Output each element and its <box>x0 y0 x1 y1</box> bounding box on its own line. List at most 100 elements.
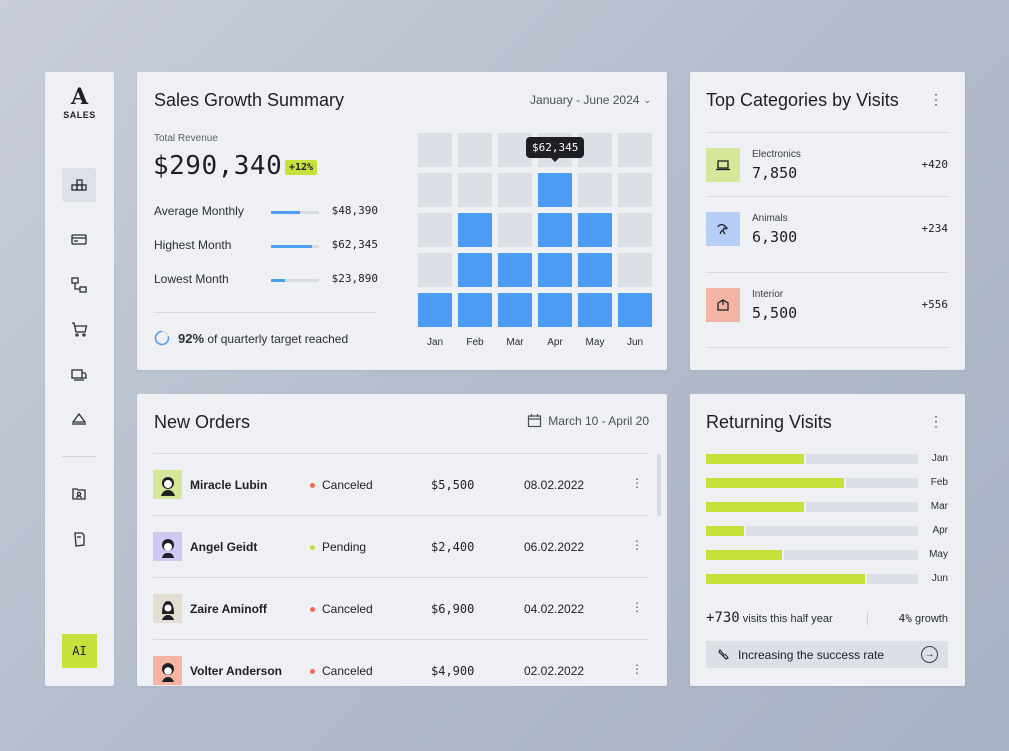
month-label: Apr <box>547 337 563 348</box>
grid-cell-jun-5[interactable] <box>618 133 652 167</box>
grid-cell-mar-2[interactable] <box>498 253 532 287</box>
sidebar-item-cart[interactable] <box>62 312 96 346</box>
user-folder-icon <box>72 488 86 500</box>
month-label: Jan <box>931 453 948 464</box>
order-row[interactable]: Volter Anderson Canceled $4,900 02.02.20… <box>153 639 649 686</box>
grid-cell-feb-1[interactable] <box>458 293 492 327</box>
brand-letter: A <box>70 84 89 110</box>
sidebar-item-tags[interactable] <box>62 402 96 436</box>
category-value: 6,300 <box>752 228 798 246</box>
scrollbar[interactable] <box>657 454 661 516</box>
grid-cell-jan-4[interactable] <box>418 173 452 207</box>
period-selector[interactable]: January - June 2024 ⌄ <box>530 93 651 107</box>
grid-cell-may-3[interactable] <box>578 213 612 247</box>
returning-visits-card: Returning Visits ⋮ Jan Feb Mar Apr May Jun +7… <box>690 394 965 686</box>
cart-icon <box>72 322 88 337</box>
sidebar-item-network[interactable] <box>62 268 96 302</box>
category-delta: +234 <box>921 222 949 235</box>
visits-bar-row: Feb <box>706 477 948 488</box>
order-date: 04.02.2022 <box>524 602 585 616</box>
grid-cell-feb-5[interactable] <box>458 133 492 167</box>
grid-cell-jan-5[interactable] <box>418 133 452 167</box>
visits-bar-row: Jan <box>706 453 948 464</box>
target-text: of quarterly target reached <box>207 331 349 346</box>
stat-label: Lowest Month <box>154 272 229 286</box>
hand-icon <box>718 648 729 660</box>
status-label: Canceled <box>322 664 373 678</box>
total-revenue-value: $290,340 <box>153 151 283 181</box>
grid-cell-apr-2[interactable] <box>538 253 572 287</box>
category-thumb <box>706 212 740 246</box>
sidebar-item-users[interactable] <box>62 476 96 510</box>
order-row[interactable]: Angel Geidt Pending $2,400 06.02.2022 ⋮ <box>153 515 649 577</box>
avatar <box>153 656 182 685</box>
wallet-icon <box>71 234 87 245</box>
nodes-icon <box>71 277 87 293</box>
date-range-picker[interactable]: March 10 - April 20 <box>527 413 649 428</box>
row-menu-icon[interactable]: ⋮ <box>631 662 643 676</box>
visits-text: visits this half year <box>742 613 833 625</box>
grid-cell-may-1[interactable] <box>578 293 612 327</box>
stat-label: Highest Month <box>154 238 232 252</box>
row-menu-icon[interactable]: ⋮ <box>631 538 643 552</box>
more-options-icon[interactable]: ⋮ <box>929 91 943 107</box>
sidebar-item-wallet[interactable] <box>62 222 96 256</box>
tag-icon <box>71 412 87 425</box>
stat-highest: Highest Month $62,345 <box>154 238 378 254</box>
grid-cell-feb-4[interactable] <box>458 173 492 207</box>
grid-cell-may-4[interactable] <box>578 173 612 207</box>
grid-cell-mar-4[interactable] <box>498 173 532 207</box>
category-row[interactable]: Animals 6,300 +234 <box>706 196 948 272</box>
row-menu-icon[interactable]: ⋮ <box>631 600 643 614</box>
month-label: Feb <box>466 337 484 348</box>
separator <box>867 612 868 625</box>
grid-cell-apr-1[interactable] <box>538 293 572 327</box>
card-title: Returning Visits <box>706 412 832 432</box>
brand-name: SALES <box>63 110 96 120</box>
grid-cell-feb-2[interactable] <box>458 253 492 287</box>
category-row[interactable]: Electronics 7,850 +420 <box>706 132 948 208</box>
grid-cell-jun-4[interactable] <box>618 173 652 207</box>
sidebar-item-dashboard[interactable] <box>62 168 96 202</box>
visits-bar-fill <box>706 478 846 488</box>
month-label: Mar <box>506 337 524 348</box>
grid-cell-apr-3[interactable] <box>538 213 572 247</box>
category-name: Electronics <box>752 149 801 160</box>
growth-value: 4% <box>898 612 912 625</box>
grid-cell-jan-1[interactable] <box>418 293 452 327</box>
brand-logo[interactable]: A SALES <box>45 86 114 120</box>
row-menu-icon[interactable]: ⋮ <box>631 476 643 490</box>
order-row[interactable]: Miracle Lubin Canceled $5,500 08.02.2022… <box>153 453 649 515</box>
status-label: Canceled <box>322 602 373 616</box>
ai-button[interactable]: AI <box>62 634 97 668</box>
order-row[interactable]: Zaire Aminoff Canceled $6,900 04.02.2022… <box>153 577 649 639</box>
visits-bar-row: May <box>706 549 948 560</box>
grid-cell-mar-1[interactable] <box>498 293 532 327</box>
grid-cell-mar-3[interactable] <box>498 213 532 247</box>
grid-cell-jan-2[interactable] <box>418 253 452 287</box>
visits-value: +730 <box>706 610 740 626</box>
visits-bar-track <box>706 550 918 560</box>
grid-cell-jun-2[interactable] <box>618 253 652 287</box>
success-rate-banner[interactable]: Increasing the success rate → <box>706 641 948 668</box>
avatar <box>153 532 182 561</box>
category-value: 7,850 <box>752 164 798 182</box>
visits-bar-fill <box>706 550 784 560</box>
arrow-right-icon[interactable]: → <box>921 646 938 663</box>
order-amount: $5,500 <box>431 478 475 492</box>
new-orders-card: New Orders March 10 - April 20 Miracle L… <box>137 394 667 686</box>
more-options-icon[interactable]: ⋮ <box>929 413 943 429</box>
visits-bar-fill <box>706 526 746 536</box>
grid-cell-jun-3[interactable] <box>618 213 652 247</box>
order-amount: $6,900 <box>431 602 475 616</box>
sidebar-item-documents[interactable] <box>62 522 96 556</box>
card-title: New Orders <box>154 412 251 432</box>
grid-cell-jan-3[interactable] <box>418 213 452 247</box>
grid-cell-jun-1[interactable] <box>618 293 652 327</box>
grid-cell-feb-3[interactable] <box>458 213 492 247</box>
grid-cell-apr-4[interactable] <box>538 173 572 207</box>
category-row[interactable]: Interior 5,500 +556 <box>706 272 948 348</box>
grid-cell-may-2[interactable] <box>578 253 612 287</box>
month-label: Feb <box>930 477 948 488</box>
sidebar-item-delivery[interactable] <box>62 358 96 392</box>
